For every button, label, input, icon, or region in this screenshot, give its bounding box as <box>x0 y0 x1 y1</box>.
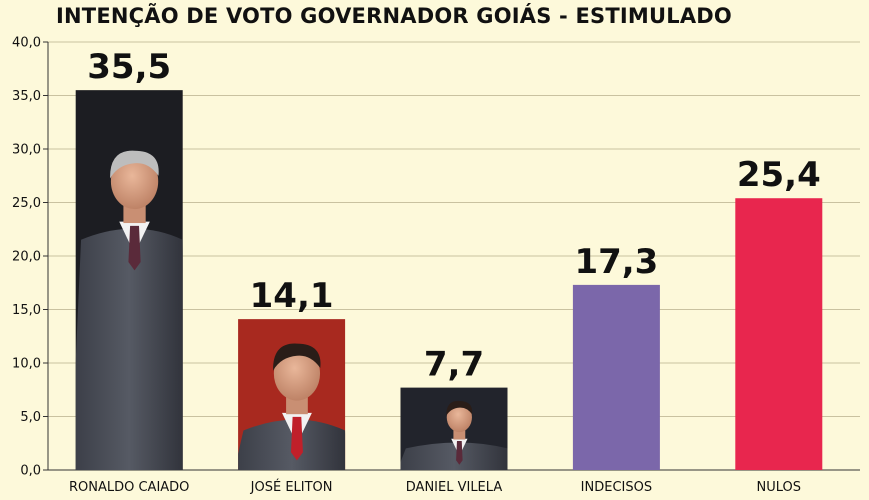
bar-ronaldo-caiado <box>75 90 183 471</box>
bar-value-label: 17,3 <box>574 242 658 282</box>
x-category-label: NULOS <box>757 480 802 495</box>
x-category-label: INDECISOS <box>581 480 652 495</box>
candidate-photo <box>75 150 183 471</box>
bar-value-label: 35,5 <box>87 47 171 87</box>
bar-value-label: 7,7 <box>424 345 484 385</box>
y-tick-label: 0,0 <box>20 464 41 479</box>
y-axis: 0,0 5,0 10,0 15,0 20,0 25,0 30,0 35,0 40,0 <box>12 36 860 479</box>
y-tick-label: 30,0 <box>12 143 41 158</box>
y-tick-label: 40,0 <box>12 36 41 51</box>
x-category-label: RONALDO CAIADO <box>69 480 189 495</box>
bar-value-label: 25,4 <box>737 155 821 195</box>
bar-rect <box>735 198 823 470</box>
y-tick-label: 20,0 <box>12 250 41 265</box>
bars <box>75 90 823 471</box>
bar-indecisos <box>572 284 660 470</box>
y-tick-label: 5,0 <box>20 410 41 425</box>
bar-daniel-vilela <box>400 387 508 470</box>
bar-nulos <box>735 198 823 470</box>
bar-rect <box>572 284 660 470</box>
candidate-photo <box>400 400 508 470</box>
candidate-photo <box>238 343 346 470</box>
labels: 35,5 RONALDO CAIADO 14,1 JOSÉ ELITON 7,7 DANI… <box>69 47 821 495</box>
y-tick-label: 15,0 <box>12 303 41 318</box>
y-tick-label: 35,0 <box>12 89 41 104</box>
chart-title: INTENÇÃO DE VOTO GOVERNADOR GOIÁS - ESTI… <box>56 4 732 28</box>
x-category-label: JOSÉ ELITON <box>250 479 333 495</box>
y-tick-label: 10,0 <box>12 357 41 372</box>
bar-jos-eliton <box>238 319 346 470</box>
bar-value-label: 14,1 <box>250 276 334 316</box>
y-tick-label: 25,0 <box>12 196 41 211</box>
x-category-label: DANIEL VILELA <box>406 480 503 495</box>
